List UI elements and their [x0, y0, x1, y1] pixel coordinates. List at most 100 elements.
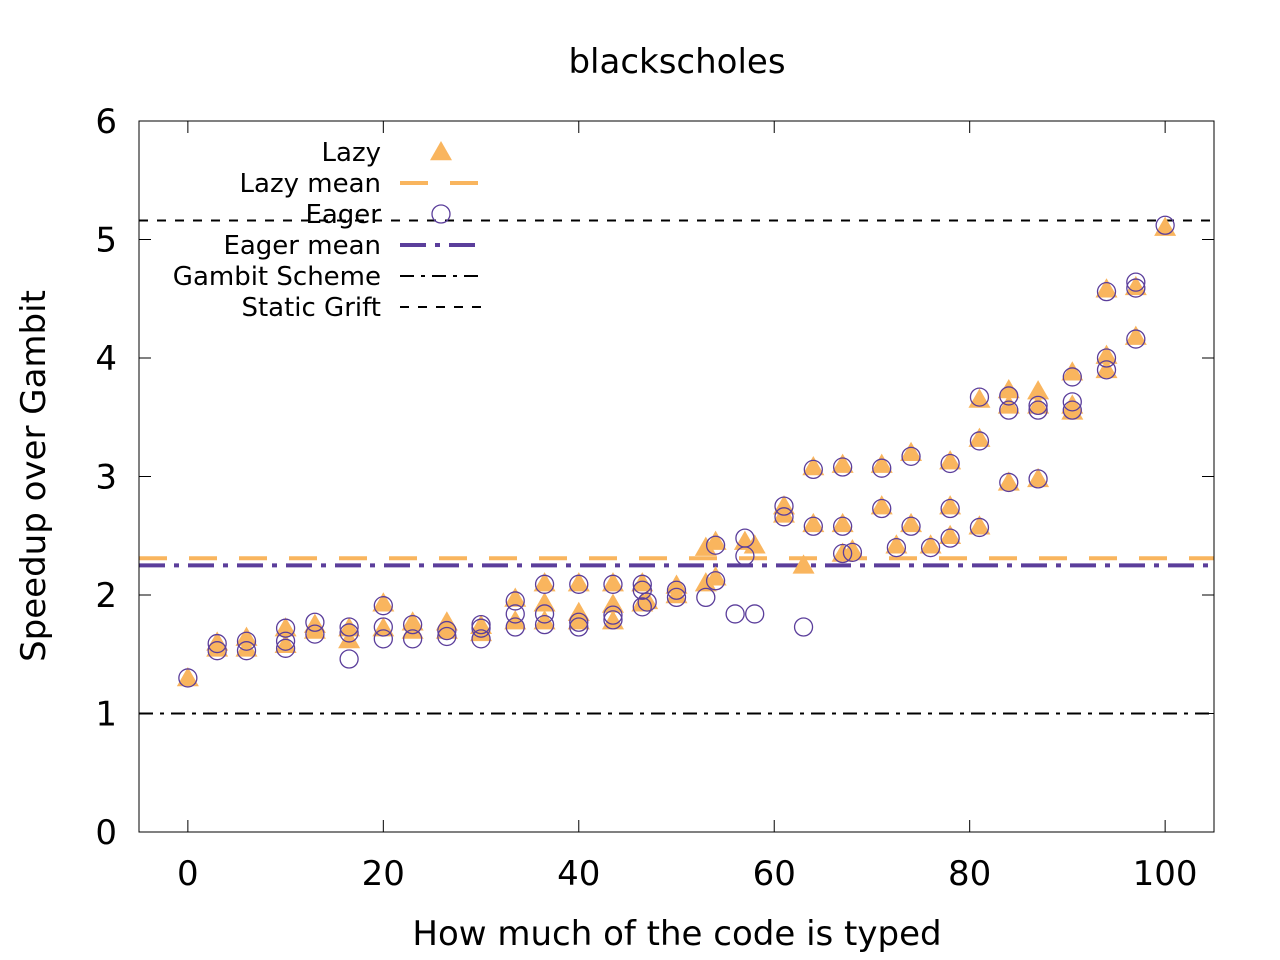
eager-point — [872, 498, 892, 519]
eager-point — [735, 528, 755, 548]
lazy-point — [919, 534, 942, 554]
y-tick-label: 5 — [95, 221, 117, 261]
eager-point — [534, 614, 555, 635]
eager-point — [178, 668, 198, 688]
x-tick-label: 0 — [177, 854, 199, 894]
plot-frame — [138, 120, 1215, 833]
lazy-point — [1124, 275, 1147, 296]
eager-point — [534, 604, 555, 624]
legend-entry-static-grift: Static Grift — [241, 293, 484, 323]
y-tick-label: 3 — [95, 458, 117, 498]
eager-point — [1028, 400, 1048, 420]
eager-point — [1096, 360, 1117, 380]
lazy-point — [338, 629, 361, 649]
eager-point — [236, 641, 257, 661]
chart-title: blackscholes — [568, 42, 785, 82]
eager-point — [569, 574, 589, 594]
eager-point — [603, 574, 623, 594]
data-markers — [176, 215, 1177, 688]
eager-point — [1028, 395, 1048, 416]
lazy-point — [1061, 361, 1084, 381]
eager-point — [969, 431, 990, 451]
lazy-point — [704, 530, 727, 550]
eager-point — [969, 517, 990, 538]
lazy-point — [968, 515, 991, 535]
lazy-point — [567, 601, 590, 622]
eager-point — [1126, 272, 1146, 292]
lazy-point — [206, 631, 229, 651]
lazy-point — [235, 626, 258, 646]
eager-point — [534, 574, 555, 594]
eager-point — [471, 614, 491, 635]
eager-point — [1062, 392, 1082, 412]
lazy-point — [435, 611, 458, 631]
lazy-point — [831, 512, 854, 533]
legend-label: Eager — [305, 200, 381, 230]
eager-point — [803, 516, 823, 536]
eager-point — [920, 537, 941, 558]
lazy-point — [900, 441, 923, 462]
lazy-point — [533, 610, 556, 630]
eager-point — [402, 629, 423, 649]
eager-point — [437, 626, 457, 647]
eager-point — [940, 528, 960, 548]
lazy-point — [533, 572, 556, 592]
eager-point — [1096, 281, 1117, 302]
lazy-point — [900, 512, 923, 533]
eager-point — [632, 580, 652, 600]
eager-point — [793, 617, 814, 637]
lazy-point — [1095, 358, 1118, 379]
lazy-point — [235, 637, 258, 657]
y-tick-label: 0 — [95, 813, 117, 853]
eager-point — [505, 591, 525, 611]
lazy-point — [802, 512, 825, 533]
eager-point — [969, 387, 990, 407]
lazy-point — [401, 611, 424, 631]
lazy-point — [1027, 467, 1050, 488]
lazy-point — [1095, 344, 1118, 364]
legend-entry-gambit-scheme: Gambit Scheme — [173, 262, 484, 292]
eager-point — [1062, 400, 1082, 420]
eager-point — [832, 543, 853, 564]
legend-label: Static Grift — [241, 293, 381, 323]
legend-swatch-eager — [431, 204, 451, 224]
legend-entry-eager-mean: Eager mean — [223, 231, 484, 261]
y-axis-label: Speedup over Gambit — [14, 290, 54, 662]
legend-label: Lazy — [322, 138, 381, 168]
lazy-point — [939, 495, 962, 515]
eager-point — [696, 587, 716, 608]
eager-point — [275, 618, 296, 638]
eager-point — [505, 617, 525, 637]
lazy-point — [1095, 278, 1118, 298]
lazy-point — [939, 450, 962, 470]
eager-point — [373, 629, 393, 649]
eager-point — [901, 516, 921, 536]
eager-point — [1155, 215, 1175, 235]
lazy-point — [372, 592, 395, 612]
y-tick-label: 1 — [95, 695, 117, 735]
eager-point — [842, 542, 863, 562]
eager-point — [832, 516, 853, 536]
eager-point — [666, 587, 687, 608]
eager-point — [275, 631, 296, 651]
legend-entry-eager: Eager — [305, 200, 451, 230]
eager-point — [999, 472, 1019, 493]
lazy-point — [1027, 394, 1050, 414]
eager-point — [207, 641, 227, 661]
eager-point — [569, 612, 589, 632]
lazy-point — [470, 614, 493, 635]
eager-point — [745, 604, 765, 624]
y-tick-label: 4 — [95, 339, 117, 379]
eager-point — [569, 617, 589, 637]
eager-point — [339, 649, 359, 669]
lazy-point — [303, 613, 326, 633]
eager-point — [774, 507, 794, 527]
lazy-point — [704, 566, 727, 586]
reference-lines — [139, 219, 1214, 715]
lazy-point — [694, 536, 717, 556]
x-tick-label: 100 — [1133, 854, 1198, 894]
lazy-point — [176, 666, 199, 687]
eager-point — [603, 610, 623, 630]
